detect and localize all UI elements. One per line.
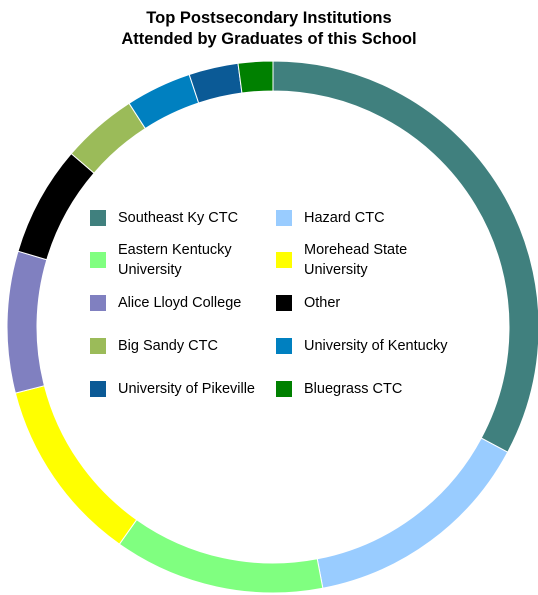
chart-title-line-2: Attended by Graduates of this School: [121, 30, 417, 48]
donut-slice-alice-lloyd-college: [6, 250, 48, 394]
legend-swatch: [276, 295, 292, 311]
legend-swatch: [276, 381, 292, 397]
legend-item-eastern-kentucky-university: Eastern Kentucky University: [90, 240, 240, 280]
legend-item-alice-lloyd-college: Alice Lloyd College: [90, 293, 268, 313]
legend-item-big-sandy-ctc: Big Sandy CTC: [90, 336, 268, 356]
legend-item-university-of-kentucky: University of Kentucky: [276, 336, 474, 356]
legend-label: University of Pikeville: [118, 381, 255, 397]
donut-slice-big-sandy-ctc: [70, 102, 146, 174]
legend-swatch: [276, 252, 292, 268]
legend-swatch: [90, 295, 106, 311]
donut-slice-hazard-ctc: [316, 437, 509, 589]
legend-item-bluegrass-ctc: Bluegrass CTC: [276, 379, 454, 399]
donut-slice-university-of-kentucky: [128, 73, 200, 130]
legend-swatch: [276, 338, 292, 354]
legend-item-other: Other: [276, 293, 454, 313]
legend-swatch: [90, 381, 106, 397]
legend-label: Morehead State University: [304, 242, 408, 278]
chart-title: Top Postsecondary Institutions Attended …: [0, 8, 538, 50]
chart-title-line-1: Top Postsecondary Institutions: [146, 9, 392, 27]
legend-swatch: [90, 210, 106, 226]
legend-swatch: [276, 210, 292, 226]
donut-slice-eastern-kentucky-university: [118, 518, 324, 594]
chart-legend: Southeast Ky CTC Hazard CTC Eastern Kent…: [90, 206, 470, 406]
legend-label: Eastern Kentucky University: [118, 242, 232, 278]
legend-item-hazard-ctc: Hazard CTC: [276, 208, 454, 228]
legend-item-university-of-pikeville: University of Pikeville: [90, 379, 268, 399]
donut-slice-university-of-pikeville: [188, 62, 243, 104]
legend-item-southeast-ky-ctc: Southeast Ky CTC: [90, 208, 268, 228]
legend-item-morehead-state-university: Morehead State University: [276, 240, 414, 280]
donut-slice-morehead-state-university: [14, 385, 138, 545]
legend-label: Big Sandy CTC: [118, 338, 218, 354]
legend-swatch: [90, 338, 106, 354]
legend-label: Alice Lloyd College: [118, 295, 242, 311]
legend-label: Other: [304, 295, 341, 311]
legend-label: Bluegrass CTC: [304, 381, 403, 397]
donut-slices: [6, 60, 538, 594]
legend-label: University of Kentucky: [304, 338, 448, 354]
legend-swatch: [90, 252, 106, 268]
donut-slice-bluegrass-ctc: [237, 60, 274, 94]
legend-label: Hazard CTC: [304, 210, 385, 226]
legend-label: Southeast Ky CTC: [118, 210, 239, 226]
donut-slice-other: [17, 152, 95, 261]
